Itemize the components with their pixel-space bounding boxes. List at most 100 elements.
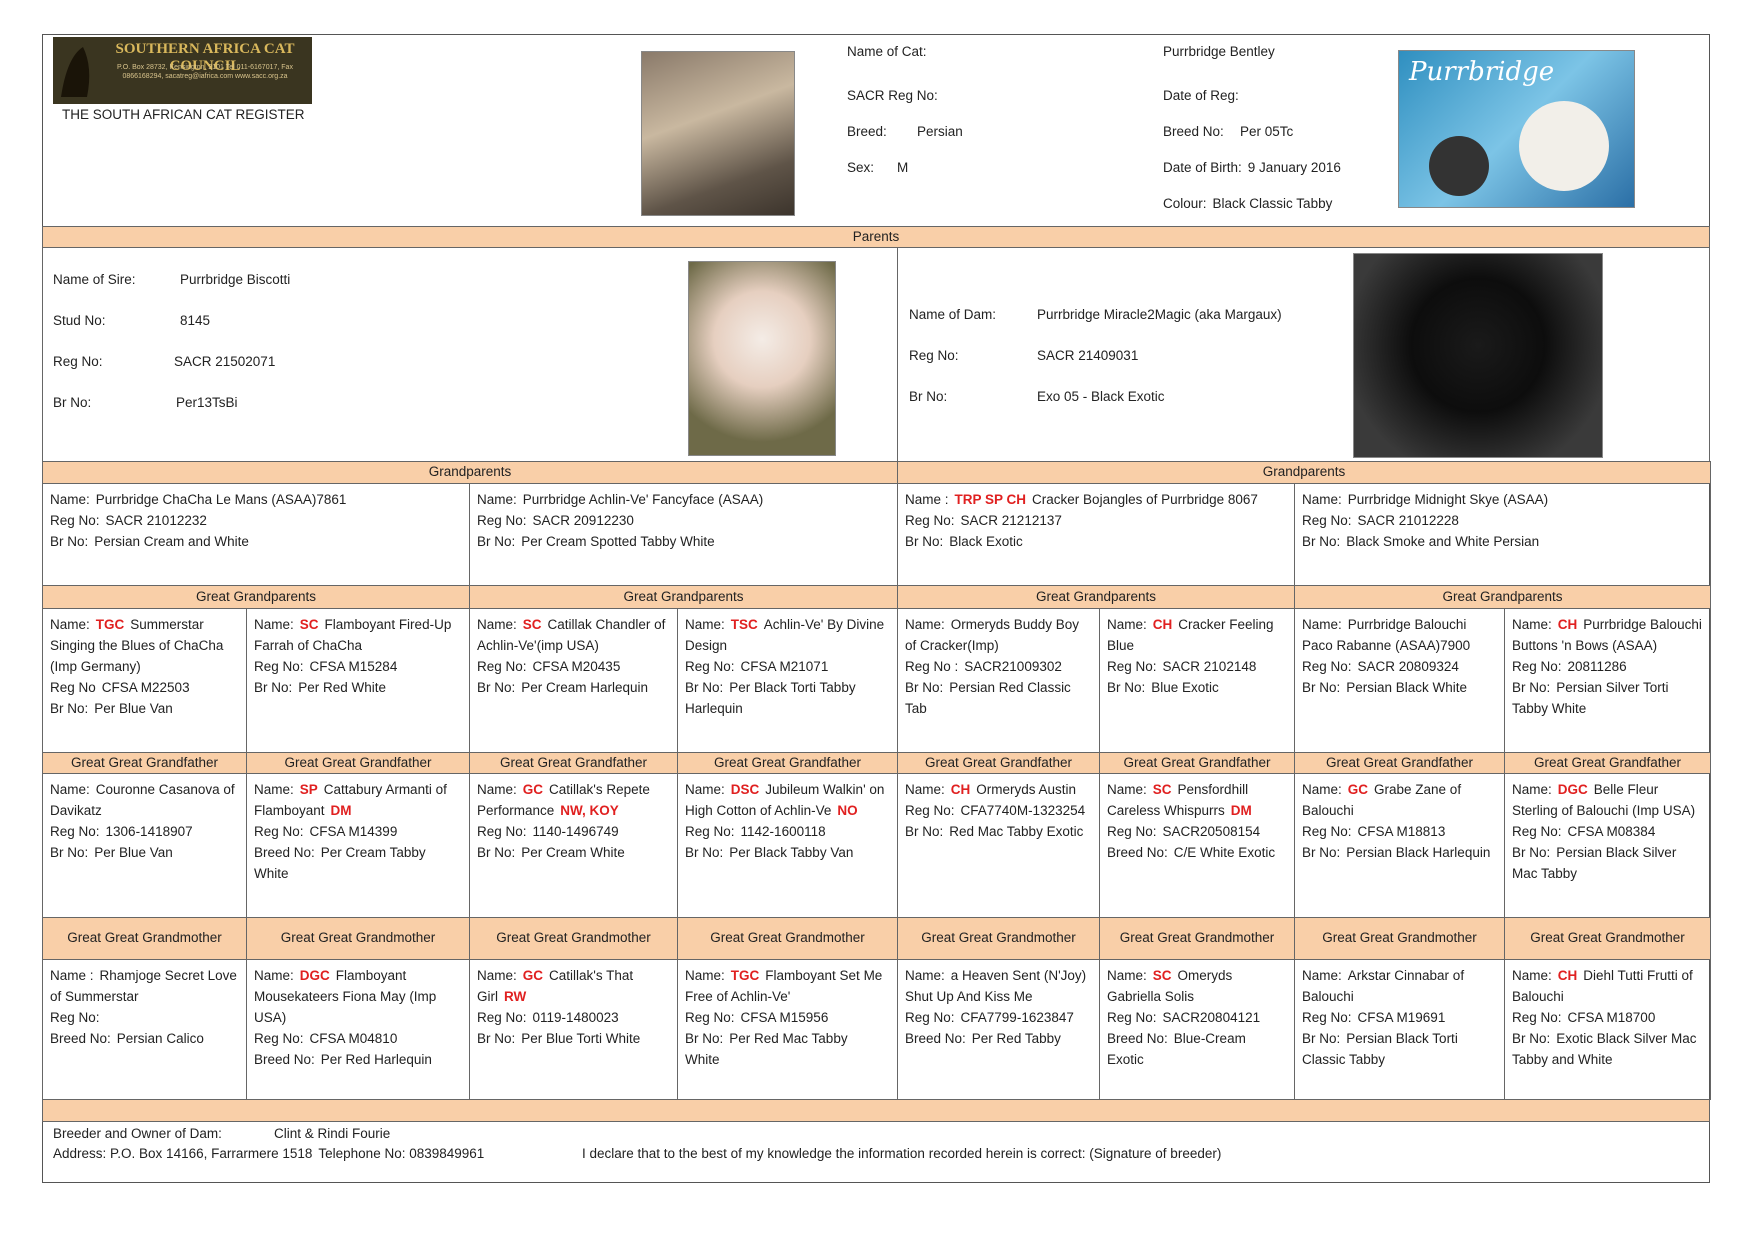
field-label: Reg No : (905, 658, 959, 674)
cell-field: Reg No: SACR 21012232 (50, 511, 462, 532)
cell-field: Reg No: SACR20804121 (1107, 1008, 1287, 1029)
pedigree-cell: Name: Purrbridge Midnight Skye (ASAA) Reg … (1294, 483, 1711, 586)
title-prefix: SC (1152, 968, 1172, 983)
cell-field: Br No: Persian Cream and White (50, 532, 462, 553)
section-bar: Great Great Grandmother (246, 917, 470, 960)
cell-field: Br No: Per Red White (254, 678, 462, 699)
field-value: 1140-1496749 (532, 823, 619, 839)
field-value: Pensfordhill Careless Whispurrs (1107, 782, 1249, 818)
empty-bar (42, 1099, 1710, 1122)
field-label: Name: (477, 782, 517, 797)
field-label: Reg No (50, 679, 96, 695)
cell-field: Reg No: CFSA M20435 (477, 657, 670, 678)
cell-field: Br No: Black Smoke and White Persian (1302, 532, 1703, 553)
pedigree-cell: Name: CH Cracker Feeling Blue Reg No: SACR 2… (1099, 608, 1295, 753)
field-value: Per Blue Van (94, 844, 173, 860)
title-prefix: CH (1152, 617, 1173, 632)
field-label: Reg No: (1107, 658, 1157, 674)
cell-field: Reg No: CFSA M08384 (1512, 822, 1703, 843)
field-value: Per Cream Spotted Tabby White (521, 533, 715, 549)
cell-field: Reg No: CFSA M14399 (254, 822, 462, 843)
pedigree-cell: Name: Arkstar Cinnabar of Balouchi Reg No:… (1294, 959, 1505, 1100)
cell-field: Name: SC Flamboyant Fired-Up Farrah of Cha… (254, 615, 462, 657)
field-value: 9 January 2016 (1247, 160, 1341, 175)
cell-field: Name: Purrbridge ChaCha Le Mans (ASAA)786… (50, 490, 462, 511)
field-label: Br No: (905, 823, 944, 839)
field-value: SACR 21012228 (1357, 512, 1459, 528)
pedigree-cell: Name : Rhamjoge Secret Love of Summerstar… (42, 959, 247, 1100)
cell-field: Name: Purrbridge Midnight Skye (ASAA) (1302, 490, 1703, 511)
field-value: Exo 05 - Black Exotic (1037, 389, 1165, 404)
title-prefix: DGC (299, 968, 330, 983)
field-label: Br No: (1512, 679, 1551, 695)
kitten-shape (1519, 101, 1609, 191)
cell-field: Name: Purrbridge Achlin-Ve' Fancyface (AS… (477, 490, 890, 511)
field-label: Breed No: (254, 844, 315, 860)
field-value: SACR 20912230 (532, 512, 634, 528)
pedigree-cell: Name: Couronne Casanova of Davikatz Reg No… (42, 773, 247, 918)
field-label: Reg No: (1302, 658, 1352, 674)
owner-label: Breeder and Owner of Dam: (53, 1126, 222, 1141)
cell-field: Breed No: Per Red Harlequin (254, 1050, 462, 1071)
field-value: Flamboyant Mousekateers Fiona May (Imp U… (254, 968, 437, 1025)
cell-field: Name: TGC Flamboyant Set Me Free of Achlin… (685, 966, 890, 1008)
field-value: SACR 21502071 (174, 354, 276, 369)
award: RW (504, 988, 527, 1004)
address: Address: P.O. Box 14166, Farrarmere 1518 (53, 1146, 313, 1161)
field-label: Name: (1302, 782, 1342, 797)
title-prefix: CH (1557, 968, 1578, 983)
field-value: Persian Black Silver Mac Tabby (1512, 844, 1677, 881)
section-bar: Great Great Grandfather (246, 752, 470, 774)
field-value: Per Cream White (521, 844, 625, 860)
pedigree-cell: Name: Purrbridge Achlin-Ve' Fancyface (AS… (469, 483, 898, 586)
field-label: Name: (477, 617, 517, 632)
field-value: CFSA M15284 (309, 658, 398, 674)
field-value: Purrbridge Midnight Skye (ASAA) (1347, 492, 1549, 507)
field-label: Reg No: (1302, 823, 1352, 839)
cell-field: Name : Rhamjoge Secret Love of Summerstar (50, 966, 239, 1008)
section-bar: Grandparents (42, 461, 898, 484)
logo-mark (61, 47, 90, 97)
field-label: Reg No: (685, 1009, 735, 1025)
field-value: CFSA M20435 (532, 658, 621, 674)
field-label: Br No: (53, 395, 92, 410)
cell-field: Name: GC Grabe Zane of Balouchi (1302, 780, 1497, 822)
field-label: Br No: (477, 844, 516, 860)
cell-field: Name: Arkstar Cinnabar of Balouchi (1302, 966, 1497, 1008)
field-value: Flamboyant Fired-Up Farrah of ChaCha (254, 617, 452, 653)
field-value: Diehl Tutti Frutti of Balouchi (1512, 968, 1693, 1004)
field-label: Breed No: (1107, 844, 1168, 860)
field-label: Name: (50, 492, 90, 507)
field-value: Jubileum Walkin' on High Cotton of Achli… (685, 782, 885, 818)
cell-field: Name: CH Purrbridge Balouchi Buttons 'n Bo… (1512, 615, 1703, 657)
footer-line: Address: P.O. Box 14166, Farrarmere 1518… (53, 1146, 490, 1161)
field-value: Purrbridge ChaCha Le Mans (ASAA)7861 (95, 492, 347, 507)
field-label: Name: (1107, 617, 1147, 632)
field-value: Persian Black Harlequin (1346, 844, 1491, 860)
field-value: Per Black Tabby Van (729, 844, 854, 860)
owner-value: Clint & Rindi Fourie (274, 1126, 391, 1141)
field-label: Breed No: (905, 1030, 966, 1046)
field-value: Couronne Casanova of Davikatz (50, 782, 235, 818)
cell-field: Br No: Per Blue Van (50, 843, 239, 864)
field-label: Reg No: (909, 348, 959, 363)
field-label: Name: (905, 968, 945, 983)
field-label: Name: (1512, 782, 1552, 797)
cell-field: Name: DGC Flamboyant Mousekateers Fiona Ma… (254, 966, 462, 1029)
title-prefix: DGC (1557, 782, 1588, 797)
cell-field: Name: CH Diehl Tutti Frutti of Balouchi (1512, 966, 1703, 1008)
pedigree-cell: Name : TRP SP CH Cracker Bojangles of Purr… (897, 483, 1295, 586)
field-value: Black Exotic (949, 533, 1023, 549)
field-value: Per Black Torti Tabby Harlequin (685, 679, 856, 716)
field-value: Rhamjoge Secret Love of Summerstar (50, 968, 237, 1004)
cell-field: Reg No: CFSA M15956 (685, 1008, 890, 1029)
field-label: Reg No: (905, 1009, 955, 1025)
field-label: Br No: (905, 679, 944, 695)
field-value: Catillak's That Girl (477, 968, 634, 1004)
field-label: Name: (905, 617, 945, 632)
telephone: Telephone No: 0839849961 (318, 1146, 485, 1161)
header-field: Date of Birth: 9 January 2016 (1163, 160, 1347, 175)
award: DM (1230, 802, 1252, 818)
cell-field: Br No: Red Mac Tabby Exotic (905, 822, 1092, 843)
title-prefix: TSC (730, 617, 758, 632)
